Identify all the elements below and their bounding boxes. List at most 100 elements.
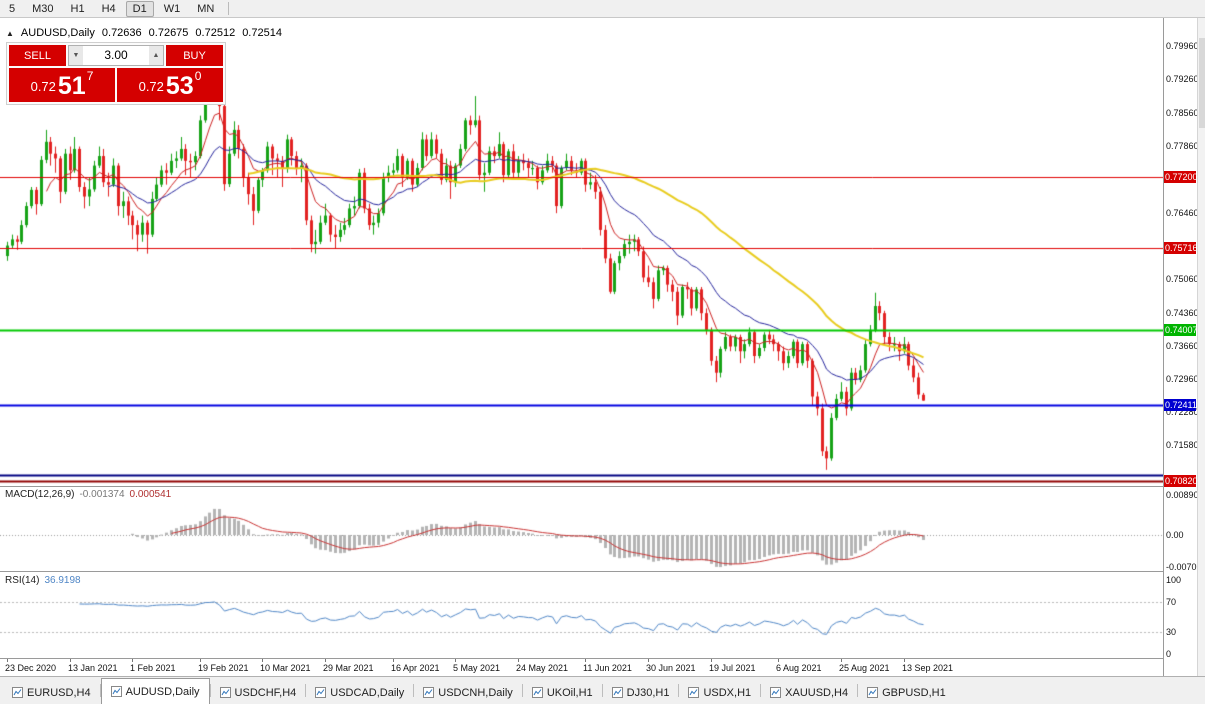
date-tick	[262, 659, 263, 662]
trade-panel-collapse-icon[interactable]: ▲	[6, 28, 14, 38]
tab-separator	[760, 684, 762, 697]
sell-price-big-digits: 51	[57, 72, 86, 100]
date-tick	[648, 659, 649, 662]
date-tick	[585, 659, 586, 662]
tab-dj30-h1[interactable]: DJ30,H1	[603, 681, 679, 704]
price-axis-label: 0.73660	[1166, 341, 1199, 352]
tab-ukoil-h1[interactable]: UKOil,H1	[523, 681, 602, 704]
date-label: 19 Jul 2021	[709, 663, 756, 673]
date-label: 5 May 2021	[453, 663, 501, 673]
price-axis-label: 0.77860	[1166, 141, 1199, 152]
tab-xauusd-h4[interactable]: XAUUSD,H4	[761, 681, 857, 704]
timeframe-button-d1[interactable]: D1	[125, 0, 154, 17]
date-label: 13 Sep 2021	[902, 663, 954, 673]
date-axis[interactable]: 23 Dec 2020 13 Jan 2021 1 Feb 2021 19 Feb 2…	[0, 659, 1163, 676]
price-axis-label: 0.72960	[1166, 374, 1199, 385]
chart-icon	[531, 687, 543, 698]
date-label: 11 Jun 2021	[583, 663, 632, 673]
vertical-scrollbar[interactable]	[1197, 18, 1205, 676]
date-tick	[455, 659, 456, 662]
ohlc-high: 0.72675	[148, 27, 189, 39]
tab-label: USDX,H1	[703, 686, 752, 699]
tab-label: EURUSD,H4	[27, 686, 91, 699]
timeframe-button-mn[interactable]: MN	[197, 2, 215, 15]
buy-price-pipette: 0	[194, 69, 202, 83]
volume-spinner: ▼ 3.00 ▲	[68, 45, 164, 66]
panel-separator	[0, 658, 1205, 659]
ohlc-close: 0.72514	[242, 27, 282, 39]
price-axis[interactable]: 0.79960 0.79260 0.78560 0.77860 0.76460 0.750…	[1163, 18, 1202, 676]
macd-value: -0.001374	[79, 489, 125, 500]
sell-price-prefix: 0.72	[30, 79, 56, 94]
panel-separator[interactable]	[0, 571, 1205, 572]
tab-label: DJ30,H1	[626, 686, 670, 699]
date-label: 25 Aug 2021	[839, 663, 890, 673]
tab-separator	[521, 684, 523, 697]
scrollbar-thumb[interactable]	[1199, 38, 1205, 128]
ohlc-low: 0.72512	[195, 27, 236, 39]
tab-label: XAUUSD,H4	[785, 686, 849, 699]
chart-symbol-label: AUDUSD,Daily	[20, 27, 95, 39]
date-label: 10 Mar 2021	[260, 663, 311, 673]
price-line-tag: 0.70820	[1164, 475, 1198, 488]
date-label: 6 Aug 2021	[776, 663, 822, 673]
price-axis-label: 0.72280	[1166, 406, 1199, 417]
tab-usdcad-daily[interactable]: USDCAD,Daily	[306, 681, 413, 704]
rsi-label: RSI(14) 36.9198	[5, 575, 81, 586]
price-axis-label: 0.78560	[1166, 107, 1199, 118]
tab-usdchf-h4[interactable]: USDCHF,H4	[211, 681, 306, 704]
date-label: 1 Feb 2021	[130, 663, 176, 673]
price-line-tag: 0.72411	[1164, 399, 1197, 412]
sell-price-button[interactable]: 0.72 51 7	[9, 68, 115, 102]
tab-label: GBPUSD,H1	[882, 686, 946, 699]
price-axis-label: 0.76460	[1166, 207, 1199, 218]
macd-panel-canvas[interactable]	[0, 487, 1163, 571]
buy-button[interactable]: BUY	[166, 45, 223, 66]
date-label: 23 Dec 2020	[5, 663, 57, 673]
tab-separator	[678, 684, 680, 697]
date-label: 30 Jun 2021	[646, 663, 696, 673]
price-axis-label: 0.74360	[1166, 307, 1199, 318]
buy-price-button[interactable]: 0.72 53 0	[117, 68, 223, 102]
tab-eurusd-h4[interactable]: EURUSD,H4	[3, 681, 100, 704]
chart-icon	[688, 687, 700, 698]
timeframe-button-5[interactable]: 5	[9, 2, 16, 15]
rsi-name: RSI(14)	[5, 575, 40, 586]
timeframe-button-m30[interactable]: M30	[32, 2, 54, 15]
price-line-tag: 0.74007	[1164, 323, 1198, 336]
tab-gbpusd-h1[interactable]: GBPUSD,H1	[858, 681, 955, 704]
sell-button[interactable]: SELL	[9, 45, 66, 66]
date-label: 13 Jan 2021	[68, 663, 118, 673]
chart-icon	[110, 686, 122, 697]
ohlc-open: 0.72636	[101, 27, 142, 39]
timeframe-button-w1[interactable]: W1	[163, 2, 181, 15]
rsi-value: 36.9198	[44, 575, 81, 586]
panel-separator[interactable]	[0, 486, 1205, 487]
volume-field[interactable]: 3.00	[104, 48, 128, 62]
tab-separator	[413, 684, 415, 697]
timeframe-button-h4[interactable]: H4	[101, 2, 116, 15]
buy-price-prefix: 0.72	[138, 79, 164, 94]
tab-separator	[209, 684, 211, 697]
volume-decrease-icon[interactable]: ▼	[69, 46, 83, 65]
chart-icon	[423, 687, 435, 698]
date-tick	[518, 659, 519, 662]
tab-label: USDCAD,Daily	[330, 686, 405, 699]
timeframe-toolbar: 5 M30 H1 H4 D1 W1 MN	[0, 0, 1205, 18]
chart-icon	[219, 687, 231, 698]
tab-audusd-daily[interactable]: AUDUSD,Daily	[100, 678, 210, 704]
chart-ohlc-header: ▲ AUDUSD,Daily 0.72636 0.72675 0.72512 0…	[6, 27, 282, 39]
chart-icon	[315, 687, 327, 698]
date-tick	[70, 659, 71, 662]
chart-icon	[770, 687, 782, 698]
volume-increase-icon[interactable]: ▲	[149, 46, 163, 65]
chart-workspace: ▲ AUDUSD,Daily 0.72636 0.72675 0.72512 0…	[0, 18, 1205, 676]
price-axis-label: 0.75060	[1166, 274, 1199, 285]
tab-usdx-h1[interactable]: USDX,H1	[679, 681, 760, 704]
date-label: 24 May 2021	[516, 663, 569, 673]
rsi-panel-canvas[interactable]	[0, 572, 1163, 658]
sell-price-pipette: 7	[86, 69, 94, 83]
rsi-axis-label: 30	[1166, 626, 1177, 637]
tab-usdcnh-daily[interactable]: USDCNH,Daily	[414, 681, 522, 704]
timeframe-button-h1[interactable]: H1	[70, 2, 85, 15]
